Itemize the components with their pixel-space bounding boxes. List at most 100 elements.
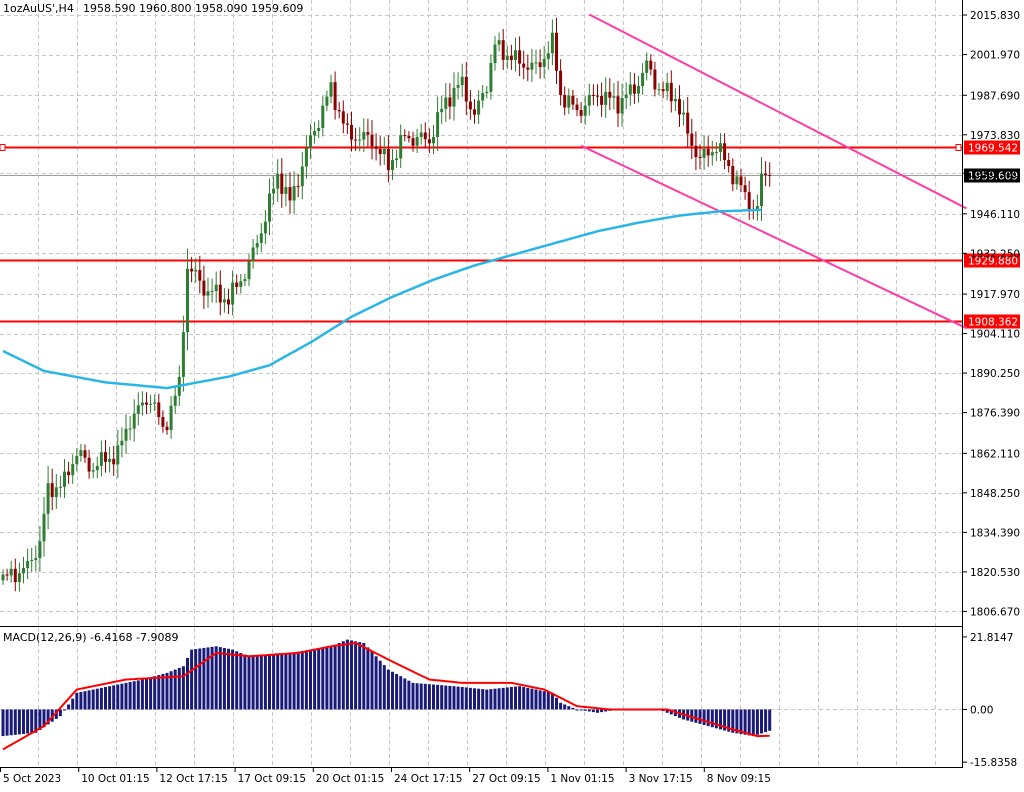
candle-body (153, 402, 157, 404)
candle-body (1, 574, 5, 581)
macd-bar (354, 641, 358, 710)
candle-body (620, 98, 624, 114)
macd-bar (46, 709, 50, 725)
candle-body (382, 148, 386, 155)
candle-body (436, 112, 440, 138)
candle-body (673, 99, 677, 102)
candle-body (304, 148, 308, 167)
chart-title: 1ozAuUS',H4 (3, 2, 74, 15)
candle-body (719, 143, 722, 152)
time-tick-label: 8 Nov 09:15 (707, 773, 771, 785)
macd-bar (391, 671, 394, 710)
macd-bar (473, 688, 476, 710)
candle-body (292, 186, 296, 201)
candle-body (526, 67, 530, 70)
macd-bar (497, 688, 501, 710)
macd-bar (579, 709, 583, 711)
macd-bar (317, 648, 321, 710)
candle-body (497, 40, 501, 45)
candle-body (468, 101, 472, 110)
candle-body (13, 568, 17, 583)
macd-bar (251, 655, 255, 710)
macd-axis: 21.8147 0.00 -15.8358 (963, 632, 1017, 769)
ma-line (2, 208, 762, 390)
macd-bar (95, 688, 99, 710)
candle-body (477, 100, 481, 115)
candle-body (698, 157, 702, 159)
time-tick-label: 12 Oct 17:15 (159, 773, 227, 785)
candle-body (325, 96, 329, 106)
macd-signal-polyline (2, 641, 770, 751)
candle-body (99, 452, 103, 466)
candle-body (186, 268, 189, 333)
macd-bar (54, 709, 58, 719)
macd-bar (227, 648, 230, 710)
candle-body (50, 483, 54, 498)
macd-bar (575, 709, 579, 711)
candle-body (571, 95, 575, 105)
macd-bar (477, 688, 481, 710)
price-tick-label: 1820.530 (970, 567, 1020, 579)
macd-bar (583, 709, 587, 711)
horizontal-levels: 1969.542 1929.880 1908.362 1959.609 (0, 140, 1020, 329)
macd-bar (378, 660, 382, 710)
macd-bar (723, 709, 727, 731)
candle-body (259, 233, 263, 243)
price-tick-label: 1848.250 (970, 488, 1020, 500)
macd-bar (571, 707, 575, 710)
macd-bar (276, 653, 280, 710)
candle-body (493, 44, 497, 64)
macd-bar (329, 646, 333, 710)
time-tick-label: 24 Oct 17:15 (394, 773, 462, 785)
candle-body (26, 561, 30, 569)
candle-body (145, 402, 148, 405)
macd-bar (132, 681, 136, 710)
candle-body (350, 124, 353, 140)
candle-body (17, 573, 21, 583)
candle-body (440, 108, 444, 113)
price-tick-label: 1806.670 (970, 606, 1020, 618)
candle-body (181, 332, 185, 377)
candle-body (690, 133, 694, 146)
candle-body (108, 458, 112, 462)
candle-body (198, 270, 202, 281)
candle-body (501, 40, 505, 60)
candle-body (481, 93, 485, 101)
macd-bar (370, 651, 374, 710)
macd-bar (448, 685, 452, 710)
candle-body (755, 206, 759, 211)
macd-bar (71, 698, 75, 710)
current-price-bg (964, 168, 1020, 183)
candle-body (22, 568, 25, 574)
macd-bar (395, 674, 399, 710)
macd-bar (555, 697, 558, 710)
macd-bar (75, 692, 79, 710)
macd-bar (534, 689, 538, 710)
price-tick-label: 1946.110 (970, 209, 1020, 221)
candle-body (239, 281, 243, 287)
macd-bar (706, 709, 710, 727)
candle-body (95, 465, 99, 471)
candle-body (317, 127, 321, 132)
macd-bar (255, 655, 259, 710)
candle-body (530, 62, 534, 70)
macd-bar (567, 706, 571, 710)
candle-body (706, 148, 710, 156)
macd-tick-label: -15.8358 (970, 757, 1017, 769)
candle-body (214, 284, 218, 292)
macd-bar (116, 684, 120, 710)
candle-body (423, 132, 427, 140)
macd-bar (157, 675, 161, 710)
macd-bar (669, 709, 673, 715)
candle-body (227, 299, 230, 305)
candle-body (337, 109, 341, 112)
macd-grid (0, 628, 962, 767)
macd-bar (198, 648, 202, 710)
macd-bar (235, 651, 239, 710)
candle-body (38, 541, 42, 559)
candle-body (161, 417, 165, 427)
candle-body (419, 132, 423, 137)
candle-body (747, 192, 751, 210)
candle-body (280, 173, 284, 194)
